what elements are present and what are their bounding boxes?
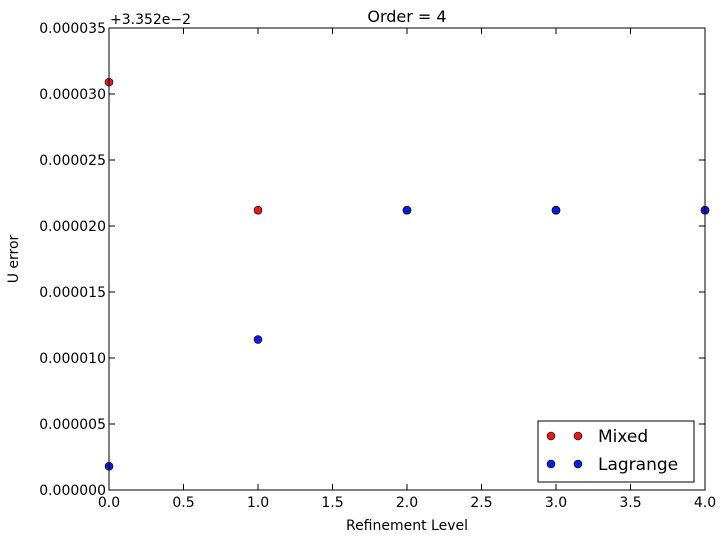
x-tick-label: 0.5 [172, 495, 194, 511]
y-tick-label: 0.000020 [39, 219, 106, 235]
chart-title: Order = 4 [367, 7, 446, 26]
y-axis-ticks: 0.000000 0.000005 0.000010 0.000015 0.000020… [39, 21, 705, 499]
x-tick-label: 1.5 [321, 495, 343, 511]
x-tick-label: 1.0 [247, 495, 269, 511]
y-tick-label: 0.000025 [39, 153, 106, 169]
x-axis-label: Refinement Level [346, 518, 468, 534]
x-tick-label: 0.0 [98, 495, 120, 511]
y-offset-label: +3.352e−2 [110, 12, 191, 28]
point-lagrange-2 [402, 205, 412, 215]
x-tick-label: 3.5 [619, 495, 641, 511]
y-tick-label: 0.000010 [39, 351, 106, 367]
legend-frame [537, 420, 695, 483]
legend-label-mixed: Mixed [598, 427, 648, 447]
legend-marker-mixed-2 [573, 431, 583, 441]
legend-marker-lagrange-1 [546, 459, 556, 469]
y-tick-label: 0.000005 [39, 417, 106, 433]
legend-label-lagrange: Lagrange [598, 455, 678, 475]
y-tick-label: 0.000035 [39, 21, 106, 37]
y-tick-label: 0.000030 [39, 87, 106, 103]
y-axis-label: U error [6, 234, 22, 283]
legend: Mixed Lagrange [537, 420, 695, 483]
point-lagrange-1 [253, 335, 263, 344]
y-tick-label: 0.000000 [39, 483, 106, 499]
point-lagrange-3 [551, 205, 561, 215]
plot-background [109, 28, 705, 490]
x-tick-label: 3.0 [545, 495, 567, 511]
x-axis-ticks: 0.0 0.5 1.0 1.5 2.0 2.5 3.0 3.5 4.0 [98, 28, 716, 511]
point-mixed-1 [253, 205, 263, 215]
x-tick-label: 4.0 [694, 495, 716, 511]
legend-marker-lagrange-2 [573, 459, 583, 469]
y-tick-label: 0.000015 [39, 285, 106, 301]
plot-frame [108, 27, 706, 491]
x-tick-label: 2.0 [396, 495, 418, 511]
x-tick-label: 2.5 [470, 495, 492, 511]
legend-marker-mixed-1 [546, 431, 556, 441]
